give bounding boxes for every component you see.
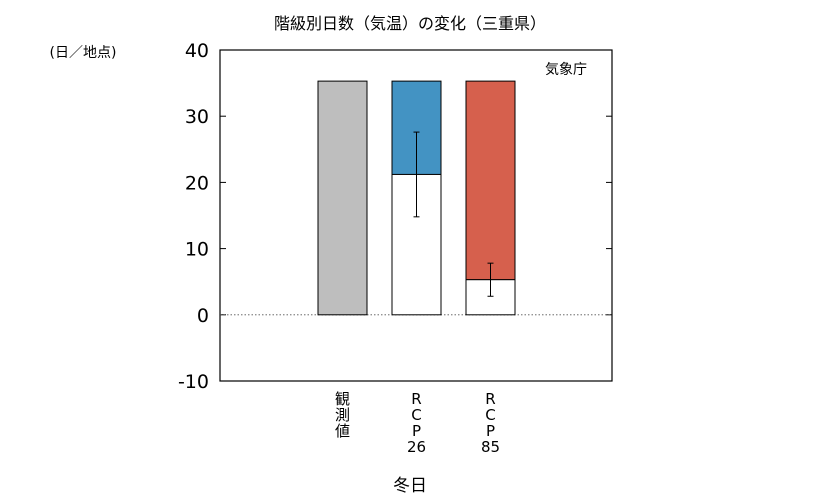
x-tick-label: P bbox=[412, 422, 421, 440]
x-tick-label: R bbox=[411, 390, 421, 408]
x-tick-label: 26 bbox=[407, 438, 426, 456]
source-label: 気象庁 bbox=[545, 62, 587, 78]
y-tick-label: 20 bbox=[185, 172, 209, 194]
x-tick-label: 値 bbox=[335, 422, 350, 440]
y-tick-label: 30 bbox=[185, 106, 209, 128]
y-axis: -10 0 10 20 30 40 bbox=[178, 40, 612, 393]
bars bbox=[317, 80, 516, 316]
x-tick-label: P bbox=[486, 422, 495, 440]
y-unit-label: (日／地点) bbox=[50, 45, 117, 61]
x-tick-label: 測 bbox=[335, 406, 350, 424]
x-tick-label: R bbox=[485, 390, 495, 408]
plot-frame bbox=[219, 49, 613, 382]
y-tick-label: 10 bbox=[185, 239, 209, 261]
y-tick-label: 0 bbox=[197, 305, 209, 327]
x-tick-label: 85 bbox=[481, 438, 500, 456]
x-tick-label: 観 bbox=[335, 390, 350, 408]
bar-observed bbox=[317, 80, 368, 316]
bar-change bbox=[465, 80, 516, 281]
x-axis-label: 冬日 bbox=[393, 476, 427, 496]
chart-title: 階級別日数（気温）の変化（三重県） bbox=[274, 14, 546, 33]
y-tick-label: -10 bbox=[178, 371, 209, 393]
x-tick-label: C bbox=[411, 406, 421, 424]
y-tick-label: 40 bbox=[185, 40, 209, 62]
x-tick-label: C bbox=[485, 406, 495, 424]
